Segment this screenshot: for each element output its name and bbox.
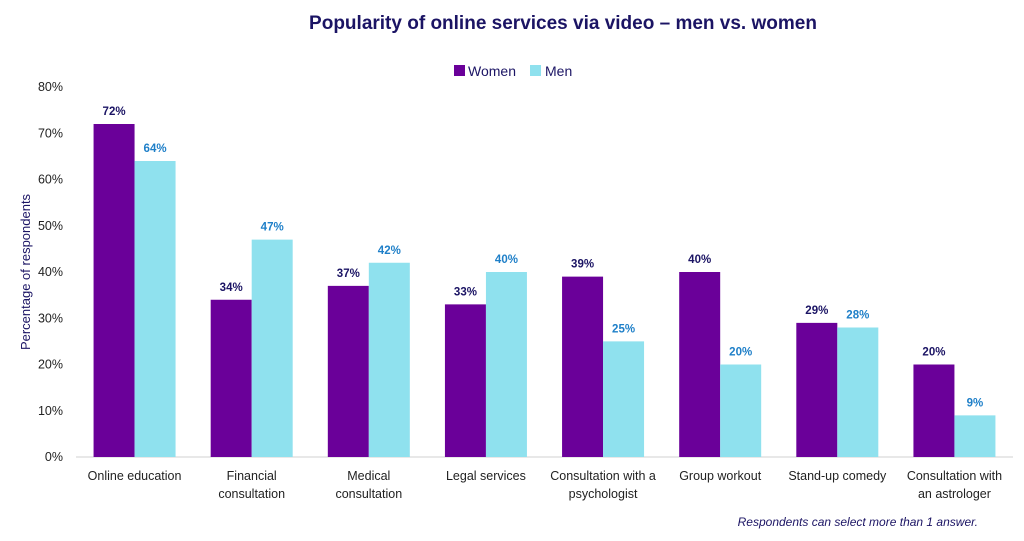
y-tick-label: 40%: [38, 265, 63, 279]
bar-women: [679, 272, 721, 457]
bar-women: [327, 285, 369, 457]
y-tick-label: 0%: [45, 450, 63, 464]
x-category-label: Medical consultation: [335, 469, 402, 501]
bar-men: [134, 161, 176, 457]
x-category-label: Group workout: [679, 469, 762, 483]
data-label-men: 64%: [144, 143, 167, 155]
data-label-men: 25%: [612, 323, 635, 335]
chart-title: Popularity of online services via video …: [309, 13, 817, 34]
y-tick-label: 60%: [38, 173, 63, 187]
data-label-women: 39%: [571, 259, 594, 271]
data-label-women: 20%: [922, 347, 945, 359]
data-labels: 72% 64% 34% 47% 37% 42% 33% 40% 39% 25% 40% 20% 29% 2…: [103, 106, 984, 409]
bar-men: [368, 262, 410, 457]
legend-swatch-women: [454, 65, 465, 76]
bar-men: [251, 239, 293, 457]
y-tick-label: 80%: [38, 80, 63, 94]
y-axis-ticks: 0% 10% 20% 30% 40% 50% 60% 70% 80%: [38, 80, 63, 464]
data-label-women: 72%: [103, 106, 126, 118]
legend: Women Men: [454, 63, 572, 79]
x-category-label: Legal services: [446, 469, 526, 483]
bar-men: [720, 364, 762, 457]
data-label-men: 40%: [495, 254, 518, 266]
bar-men: [837, 327, 879, 457]
x-axis-categories: Online education Financial consultation Med…: [88, 469, 1002, 501]
data-label-men: 9%: [967, 397, 984, 409]
bar-women: [444, 304, 486, 457]
bar-women: [796, 322, 838, 457]
bar-men: [603, 341, 645, 457]
data-label-men: 47%: [261, 222, 284, 234]
legend-label-men: Men: [545, 63, 572, 79]
x-category-label: Consultation with an astrologer: [907, 469, 1002, 501]
bar-women: [562, 276, 604, 457]
data-label-women: 33%: [454, 286, 477, 298]
y-tick-label: 20%: [38, 358, 63, 372]
x-category-label: Financial consultation: [218, 469, 285, 501]
footnote: Respondents can select more than 1 answe…: [738, 515, 978, 529]
y-tick-label: 50%: [38, 219, 63, 233]
y-tick-label: 30%: [38, 311, 63, 325]
bar-men: [485, 272, 527, 457]
data-label-women: 34%: [220, 282, 243, 294]
legend-label-women: Women: [468, 63, 516, 79]
legend-swatch-men: [530, 65, 541, 76]
bars: [93, 124, 996, 457]
x-category-label: Stand-up comedy: [788, 469, 887, 483]
y-tick-label: 70%: [38, 126, 63, 140]
y-tick-label: 10%: [38, 404, 63, 418]
data-label-men: 42%: [378, 245, 401, 257]
bar-men: [954, 415, 996, 457]
bar-women: [93, 124, 135, 457]
bar-women: [913, 364, 955, 457]
data-label-women: 40%: [688, 254, 711, 266]
data-label-women: 37%: [337, 268, 360, 280]
x-category-label: Online education: [88, 469, 182, 483]
data-label-men: 20%: [729, 347, 752, 359]
x-category-label: Consultation with a psychologist: [550, 469, 656, 501]
data-label-women: 29%: [805, 305, 828, 317]
y-axis-label: Percentage of respondents: [18, 193, 33, 350]
bar-women: [210, 299, 252, 457]
data-label-men: 28%: [846, 310, 869, 322]
